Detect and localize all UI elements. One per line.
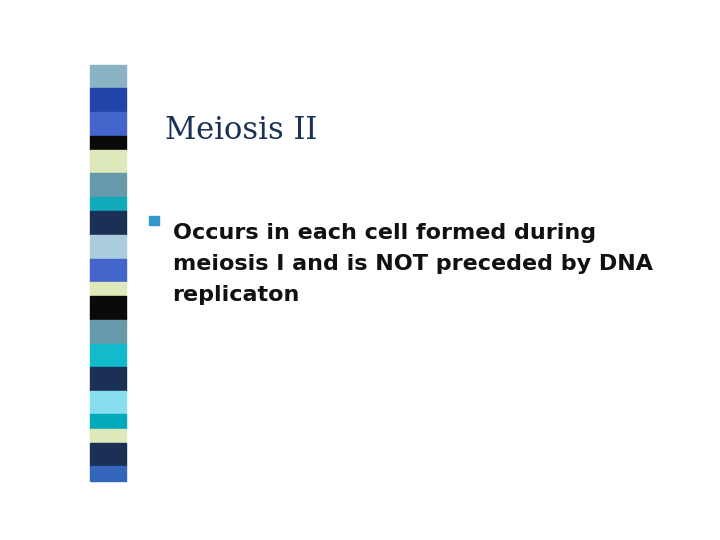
Text: replicaton: replicaton — [173, 285, 300, 305]
Bar — [90, 259, 126, 282]
Bar — [90, 173, 126, 197]
Bar — [90, 343, 126, 367]
Bar — [90, 443, 126, 467]
Bar — [90, 65, 126, 89]
Bar — [90, 235, 126, 259]
Bar — [90, 296, 126, 320]
Text: Occurs in each cell formed during: Occurs in each cell formed during — [173, 223, 595, 243]
Bar — [90, 391, 126, 414]
Bar — [90, 282, 126, 296]
Bar — [90, 320, 126, 343]
Bar — [90, 197, 126, 211]
Bar — [90, 150, 126, 173]
Bar — [90, 211, 126, 235]
Bar — [90, 429, 126, 443]
Bar — [90, 112, 126, 136]
Bar — [90, 89, 126, 112]
Text: Meiosis II: Meiosis II — [166, 114, 318, 146]
Bar — [148, 216, 158, 225]
Bar — [90, 467, 126, 481]
Bar — [90, 136, 126, 150]
Bar — [90, 367, 126, 391]
Bar — [90, 414, 126, 429]
Text: meiosis I and is NOT preceded by DNA: meiosis I and is NOT preceded by DNA — [173, 254, 652, 274]
